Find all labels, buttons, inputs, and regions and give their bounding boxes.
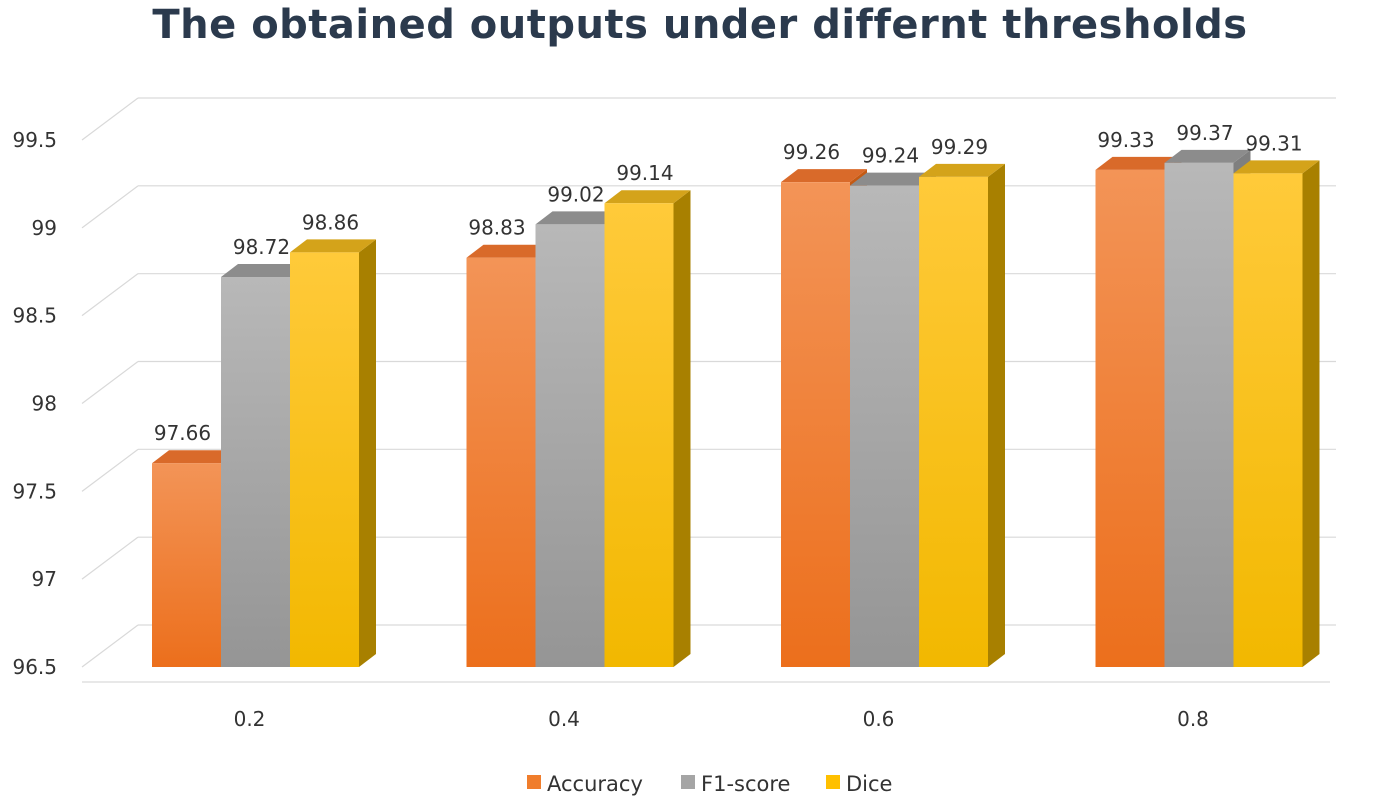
- y-tick-label: 97: [32, 567, 57, 591]
- chart-title: The obtained outputs under differnt thre…: [152, 2, 1248, 48]
- bar-dice-0-2: [290, 239, 376, 667]
- bar-top: [152, 450, 238, 464]
- y-tick-label: 98: [32, 392, 57, 416]
- gridline-depth: [81, 273, 139, 317]
- bar-front: [850, 185, 919, 667]
- bar-top: [1233, 160, 1320, 174]
- data-label: 99.24: [862, 144, 919, 168]
- x-tick-label: 0.4: [548, 707, 580, 731]
- bar-side: [673, 190, 691, 668]
- bar-dice-0-4: [604, 190, 691, 668]
- data-label: 98.86: [302, 210, 359, 234]
- bar-dice-0-6: [919, 163, 1005, 667]
- bar-top: [781, 169, 867, 183]
- bar-front: [919, 176, 988, 667]
- legend-swatch: [681, 775, 695, 789]
- bar-front: [221, 277, 290, 667]
- bar-top: [466, 244, 553, 258]
- x-tick-label: 0.8: [1177, 707, 1209, 731]
- bar-top: [1164, 149, 1251, 163]
- bar-front: [781, 182, 850, 667]
- bar-top: [535, 211, 622, 225]
- data-label: 97.66: [154, 421, 211, 445]
- bar-top: [221, 264, 307, 278]
- data-label: 99.02: [547, 182, 604, 206]
- bar-top: [290, 239, 376, 253]
- data-label: 99.26: [783, 140, 840, 164]
- legend-label: F1-score: [701, 772, 790, 796]
- y-tick-label: 96.5: [12, 655, 57, 679]
- x-tick-label: 0.6: [863, 707, 895, 731]
- bar-front: [535, 224, 605, 667]
- gridline-depth: [81, 185, 139, 229]
- bar-top: [1095, 156, 1182, 170]
- bar-front: [604, 203, 674, 668]
- legend-label: Accuracy: [547, 772, 643, 796]
- bar-side: [359, 239, 376, 667]
- bar-top: [919, 163, 1005, 177]
- data-label: 98.72: [233, 235, 290, 259]
- bar-side: [988, 163, 1005, 667]
- legend-item-f1-score: F1-score: [681, 772, 790, 796]
- gridline-depth: [81, 448, 139, 492]
- legend-item-accuracy: Accuracy: [527, 772, 643, 796]
- data-label: 99.31: [1245, 131, 1302, 155]
- data-label: 98.83: [468, 216, 525, 240]
- legend-swatch: [826, 775, 840, 789]
- y-tick-label: 99.5: [12, 128, 57, 152]
- gridline-depth: [81, 624, 139, 668]
- bar-top: [850, 172, 936, 186]
- data-label: 99.33: [1097, 128, 1154, 152]
- bar-front: [466, 257, 536, 667]
- y-tick-label: 97.5: [12, 479, 57, 503]
- data-label: 99.29: [931, 135, 988, 159]
- data-label: 99.14: [616, 161, 673, 185]
- legend-swatch: [527, 775, 541, 789]
- gridline-depth: [81, 536, 139, 580]
- bar-dice-0-8: [1233, 160, 1320, 668]
- legend-item-dice: Dice: [826, 772, 892, 796]
- y-tick-label: 98.5: [12, 304, 57, 328]
- bar-front: [290, 252, 359, 667]
- bar-side: [1302, 160, 1320, 668]
- bar-top: [604, 190, 691, 204]
- bar-front: [1095, 169, 1165, 667]
- bar-front: [152, 463, 221, 667]
- y-tick-label: 99: [32, 216, 57, 240]
- gridline-depth: [81, 361, 139, 404]
- bar-front: [1233, 173, 1303, 668]
- bar-front: [1164, 162, 1234, 667]
- x-tick-label: 0.2: [234, 707, 266, 731]
- gridline-depth: [81, 97, 139, 141]
- data-label: 99.37: [1176, 121, 1233, 145]
- legend-label: Dice: [846, 772, 892, 796]
